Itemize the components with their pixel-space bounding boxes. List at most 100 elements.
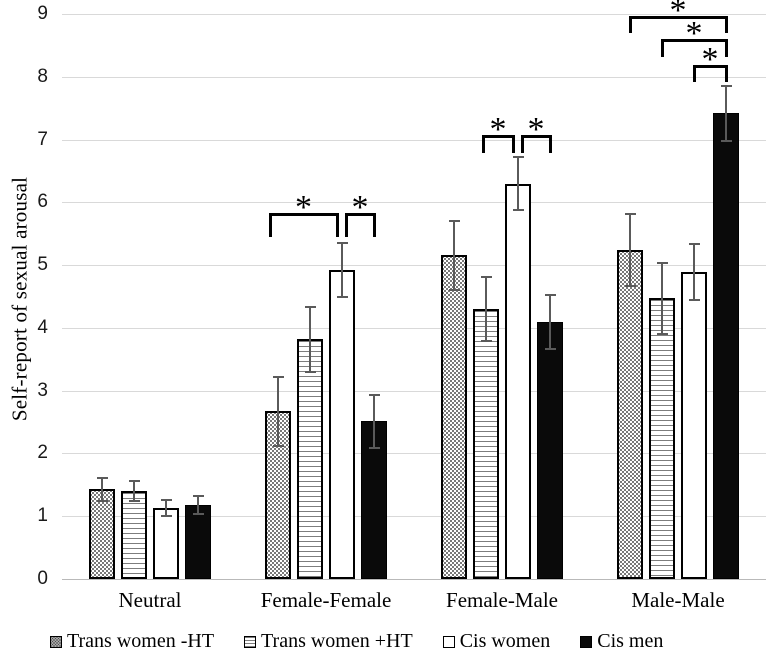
error-bar-cap xyxy=(192,495,204,498)
error-bar-line xyxy=(277,376,279,446)
error-bar-cap xyxy=(192,512,204,515)
gridline xyxy=(62,76,766,78)
bar-white-neutral xyxy=(153,508,179,579)
error-bar-line xyxy=(693,243,695,301)
y-tick-label: 3 xyxy=(37,379,48,401)
error-bar-line xyxy=(485,277,487,342)
white-swatch-icon xyxy=(442,635,455,648)
error-bar-line xyxy=(453,220,455,290)
legend-item: Cis men xyxy=(580,630,663,653)
bar-hlines-neutral xyxy=(121,491,147,579)
significance-asterisk: * xyxy=(295,189,312,226)
error-bar-cap xyxy=(336,241,348,244)
y-tick-label: 4 xyxy=(37,316,48,338)
error-bar-cap xyxy=(336,295,348,298)
error-bar-cap xyxy=(304,370,316,373)
error-bar-cap xyxy=(624,213,636,216)
y-tick-label: 0 xyxy=(37,568,48,589)
significance-bracket xyxy=(628,15,728,33)
error-bar-cap xyxy=(480,340,492,343)
bar-solid-male-male xyxy=(713,113,739,579)
x-axis-label-male-male: Male-Male xyxy=(631,588,725,612)
error-bar-line xyxy=(373,395,375,448)
error-bar-cap xyxy=(368,446,380,449)
error-bar-cap xyxy=(160,515,172,518)
error-bar-line xyxy=(197,496,199,514)
error-bar-cap xyxy=(480,276,492,279)
significance-asterisk: * xyxy=(701,41,719,79)
error-bar-line xyxy=(165,499,167,517)
error-bar-line xyxy=(309,306,311,372)
bar-hlines-male-male xyxy=(649,298,675,579)
y-axis-title: Self-report of sexual arousal xyxy=(7,176,32,422)
x-axis-label-female-female: Female-Female xyxy=(260,588,392,612)
legend-label: Trans women +HT xyxy=(261,630,413,652)
error-bar-cap xyxy=(368,394,380,397)
error-bar-cap xyxy=(544,347,556,350)
significance-bracket xyxy=(268,213,339,237)
error-bar-line xyxy=(517,156,519,211)
legend-item: Trans women -HT xyxy=(50,630,214,653)
error-bar-cap xyxy=(96,476,108,479)
error-bar-line xyxy=(101,477,103,501)
bar-white-female-female xyxy=(329,269,355,579)
error-bar-cap xyxy=(96,499,108,502)
bar-white-female-male xyxy=(505,183,531,579)
error-bar-line xyxy=(341,242,343,297)
error-bar-line xyxy=(629,214,631,286)
y-tick-label: 6 xyxy=(37,191,48,213)
bar-solid-female-male xyxy=(537,321,563,579)
y-tick-label: 1 xyxy=(37,505,48,527)
error-bar-cap xyxy=(272,375,284,378)
x-axis-label-female-male: Female-Male xyxy=(446,588,558,612)
error-bar-cap xyxy=(512,209,524,212)
significance-asterisk: * xyxy=(685,15,703,53)
error-bar-cap xyxy=(448,219,460,222)
x-axis-label-neutral: Neutral xyxy=(118,588,182,612)
gridline xyxy=(62,453,766,455)
y-tick-label: 7 xyxy=(37,128,48,150)
error-bar-cap xyxy=(656,333,668,336)
error-bar-cap xyxy=(624,284,636,287)
gridline xyxy=(62,202,766,204)
error-bar-line xyxy=(661,262,663,335)
error-bar-line xyxy=(549,294,551,349)
legend-item: Trans women +HT xyxy=(244,630,413,653)
bar-dots-female-male xyxy=(441,255,467,579)
error-bar-cap xyxy=(720,139,732,142)
bar-dots-neutral xyxy=(89,489,115,579)
significance-bracket xyxy=(520,135,552,154)
y-tick-label: 5 xyxy=(37,254,48,276)
significance-bracket xyxy=(692,65,728,83)
significance-bracket xyxy=(481,135,515,154)
error-bar-cap xyxy=(688,242,700,245)
plot-area xyxy=(62,14,766,580)
significance-asterisk: * xyxy=(669,0,687,29)
bar-white-male-male xyxy=(681,272,707,579)
y-tick-label: 2 xyxy=(37,442,48,464)
gridline xyxy=(62,327,766,329)
error-bar-cap xyxy=(272,444,284,447)
hlines-swatch-icon xyxy=(244,635,257,648)
error-bar-cap xyxy=(448,288,460,291)
error-bar-cap xyxy=(304,305,316,308)
y-tick-label: 9 xyxy=(37,3,48,24)
legend: Trans women -HT Trans women +HT Cis women C… xyxy=(0,630,773,653)
y-tick-label: 8 xyxy=(37,65,48,87)
error-bar-cap xyxy=(128,500,140,503)
gridline xyxy=(62,139,766,141)
error-bar-cap xyxy=(544,293,556,296)
solid-swatch-icon xyxy=(580,635,593,648)
error-bar-cap xyxy=(512,155,524,158)
significance-asterisk: * xyxy=(527,111,545,149)
error-bar-cap xyxy=(688,299,700,302)
legend-label: Cis women xyxy=(459,630,551,652)
significance-asterisk: * xyxy=(489,111,507,149)
error-bar-cap xyxy=(656,261,668,264)
gridline xyxy=(62,516,766,518)
error-bar-line xyxy=(133,481,135,502)
error-bar-line xyxy=(725,85,727,141)
error-bar-cap xyxy=(160,498,172,501)
error-bar-cap xyxy=(128,480,140,483)
